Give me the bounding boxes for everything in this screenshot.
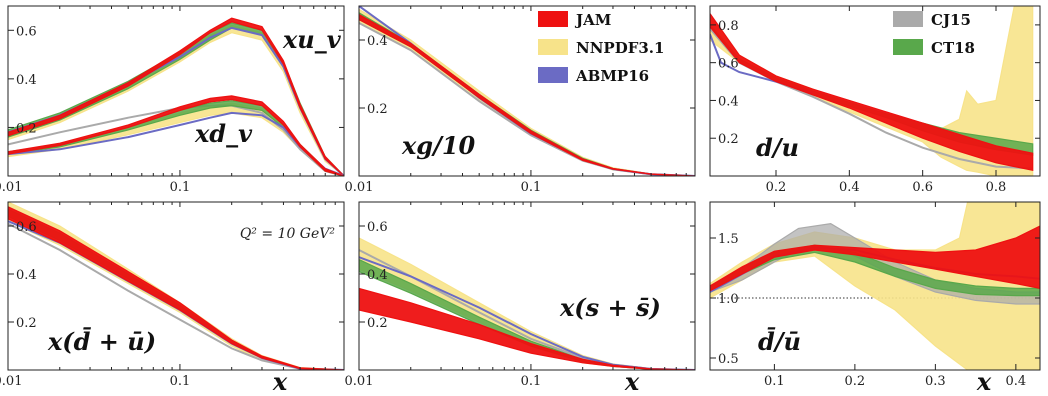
y-tick-label: 0.5	[718, 352, 739, 367]
x-tick-label: 0.1	[764, 374, 785, 389]
minor-ticks	[59, 202, 345, 370]
panel-label: xd_v	[194, 119, 253, 148]
y-tick-label: 1.5	[718, 232, 739, 247]
x-tick-label: 0.3	[925, 374, 946, 389]
y-tick-label: 0.6	[718, 57, 739, 72]
legend-label: CT18	[931, 39, 975, 57]
y-tick-label: 1.0	[718, 292, 739, 307]
y-tick-label: 0.8	[718, 19, 739, 34]
x-tick-label: 0.1	[170, 374, 191, 389]
panel-xs-sbar: 0.01 0.1 0.2 0.4 0.6 x(s + s̄) x	[345, 201, 696, 396]
band-JAM	[8, 206, 344, 370]
y-tick-label: 0.4	[367, 268, 388, 283]
y-tick-label: 0.6	[16, 24, 37, 39]
x-tick-label: 0.8	[986, 180, 1007, 195]
legend-label: JAM	[574, 11, 611, 29]
panel-xdbar-ubar: 0.01 0.1 0.2 0.4 0.6 x(d̄ + ū) x	[0, 201, 345, 396]
y-tick-label: 0.6	[367, 220, 388, 235]
legend-main: JAM NNPDF3.1 ABMP16	[538, 11, 664, 85]
plot-frame	[358, 201, 696, 371]
legend-swatch-JAM	[538, 11, 568, 27]
scale-annotation: Q² = 10 GeV²	[240, 226, 336, 242]
x-tick-label: 0.01	[345, 374, 374, 389]
panel-d-over-u: 0.2 0.4 0.6 0.8 0.2 0.4 0.6 0.8 d/u	[709, 5, 1041, 195]
legend-swatch-CJ15	[893, 11, 923, 27]
x-tick-label: 0.2	[766, 180, 787, 195]
plot-frame	[7, 201, 345, 371]
plot-area	[8, 17, 344, 176]
y-tick-label: 0.2	[367, 316, 388, 331]
x-tick-label: 0.01	[345, 180, 374, 195]
x-tick-label: 0.1	[170, 180, 191, 195]
y-tick-label: 0.4	[718, 94, 739, 109]
legend-label: NNPDF3.1	[576, 39, 664, 57]
legend-swatch-ABMP16	[538, 67, 568, 83]
minor-ticks	[59, 6, 345, 176]
panel-label: d/u	[756, 133, 799, 162]
y-tick-label: 0.4	[16, 268, 37, 283]
y-tick-label: 0.2	[718, 132, 739, 147]
x-axis-label: x	[976, 367, 992, 396]
panel-label: d̄/ū	[758, 327, 801, 356]
x-tick-label: 0.2	[845, 374, 866, 389]
panel-label: x(s + s̄)	[559, 293, 661, 322]
x-tick-label: 0.4	[839, 180, 860, 195]
y-tick-label: 0.4	[367, 34, 388, 49]
y-tick-label: 0.2	[16, 316, 37, 331]
minor-ticks	[410, 6, 696, 176]
band-JAM	[710, 12, 1034, 172]
plot-frame	[709, 201, 1041, 371]
x-axis-label: x	[624, 367, 640, 396]
legend-swatch-CT18	[893, 39, 923, 55]
plot-area	[359, 6, 695, 176]
panel-xg: 0.01 0.1 0.2 0.4 xg/10	[345, 5, 696, 195]
band-JAM	[710, 225, 1040, 292]
x-tick-label: 0.01	[0, 180, 22, 195]
band-JAM	[8, 17, 344, 176]
legend-extra: CJ15 CT18	[893, 11, 975, 57]
x-tick-label: 0.6	[912, 180, 933, 195]
minor-ticks	[410, 202, 696, 370]
x-tick-label: 0.4	[1006, 374, 1027, 389]
panel-dbar-over-ubar: 0.1 0.2 0.3 0.4 0.5 1.0 1.5 d̄/ū x	[709, 201, 1041, 396]
legend-label: CJ15	[931, 11, 971, 29]
y-tick-label: 0.2	[367, 102, 388, 117]
plot-area	[710, 6, 1034, 176]
plot-area	[710, 202, 1040, 370]
band-JAM	[8, 95, 344, 176]
panel-label: xu_v	[282, 25, 342, 54]
legend-swatch-NNPDF3.1	[538, 39, 568, 55]
plot-frame	[7, 5, 345, 177]
y-tick-label: 0.4	[16, 73, 37, 88]
panel-xuv-xdv: 0.01 0.1 0.2 0.4 0.6 xu_v xd_v	[0, 5, 345, 195]
panel-label: x(d̄ + ū)	[47, 327, 156, 356]
x-tick-label: 0.1	[521, 180, 542, 195]
y-tick-label: 0.2	[16, 121, 37, 136]
y-tick-label: 0.6	[16, 220, 37, 235]
plot-area	[8, 202, 344, 370]
x-axis-label: x	[272, 367, 288, 396]
band-JAM	[359, 13, 695, 176]
x-tick-label: 0.1	[521, 374, 542, 389]
legend-label: ABMP16	[575, 67, 649, 85]
panel-label: xg/10	[401, 131, 476, 160]
x-tick-label: 0.01	[0, 374, 22, 389]
plot-frame	[709, 5, 1041, 177]
plot-frame	[358, 5, 696, 177]
